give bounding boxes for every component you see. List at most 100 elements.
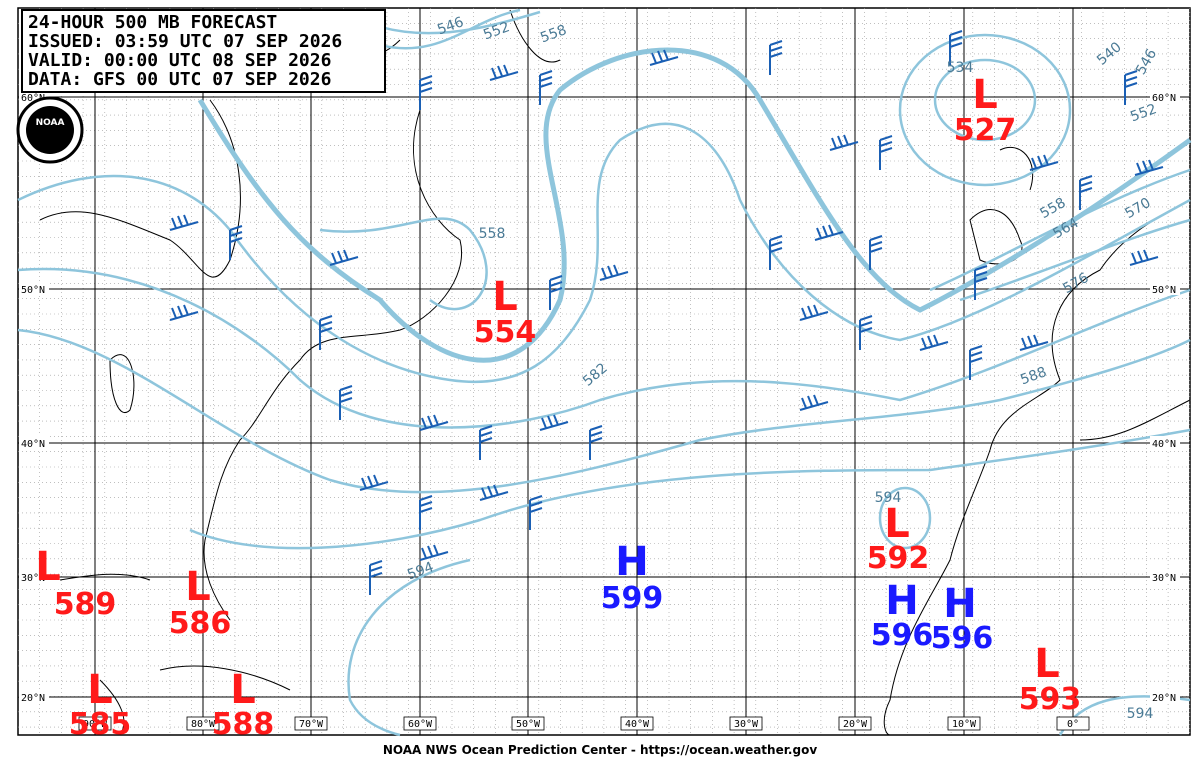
longitude-label: 90°W — [83, 719, 108, 730]
wind-barb — [799, 304, 829, 321]
wind-barb — [769, 235, 783, 270]
wind-barb — [599, 264, 629, 281]
wind-barb — [1134, 159, 1164, 176]
center-symbol: L — [972, 72, 998, 118]
logo-inner — [26, 106, 74, 154]
longitude-label: 30°W — [734, 719, 759, 730]
center-value: 592 — [867, 541, 930, 576]
wind-barb — [949, 30, 963, 65]
center-value: 593 — [1019, 682, 1082, 717]
footer: NOAA NWS Ocean Prediction Center - https… — [383, 743, 817, 757]
wind-barb — [329, 249, 359, 266]
label-box — [19, 690, 49, 703]
contour — [17, 328, 1191, 494]
latitude-label: 30°N — [21, 573, 45, 584]
contour — [347, 558, 471, 737]
wind-barb — [319, 315, 333, 350]
center-value: 589 — [54, 587, 117, 622]
wind-barb — [169, 304, 199, 321]
wind-barb — [479, 425, 493, 460]
contour — [933, 58, 1037, 142]
center-symbol: L — [230, 667, 256, 713]
label-box — [729, 716, 763, 731]
center-value: 596 — [931, 621, 994, 656]
coastline — [969, 146, 1034, 265]
wind-barb — [769, 40, 783, 75]
wind-barbs — [169, 30, 1164, 595]
longitude-label: 40°W — [625, 719, 650, 730]
center-symbol: L — [185, 564, 211, 610]
label-box — [19, 570, 49, 583]
label-box — [19, 436, 49, 449]
header-box — [21, 9, 386, 93]
label-box — [294, 716, 328, 731]
contour — [17, 122, 1191, 384]
contour-label: 558 — [479, 226, 506, 242]
label-box — [403, 716, 437, 731]
header-line: ISSUED: 03:59 UTC 07 SEP 2026 — [28, 31, 342, 52]
wind-barb — [549, 275, 563, 310]
wind-barb — [1019, 334, 1049, 351]
longitude-label: 10°W — [952, 719, 977, 730]
latitude-label: 20°N — [1152, 693, 1176, 704]
latitude-label: 40°N — [21, 439, 45, 450]
label-box — [511, 716, 545, 731]
wind-barb — [539, 70, 553, 105]
center-value: 588 — [212, 707, 275, 742]
wind-barb — [974, 265, 988, 300]
label-box — [1150, 570, 1180, 583]
label-box — [838, 716, 872, 731]
wind-barb — [1129, 249, 1159, 266]
label-box — [1056, 716, 1090, 731]
contours — [17, 8, 1192, 737]
coastline — [99, 665, 291, 736]
latitude-label: 50°N — [1152, 285, 1176, 296]
wind-barb — [489, 64, 519, 81]
label-box — [78, 716, 112, 731]
label-box — [1150, 690, 1180, 703]
contour — [319, 217, 488, 311]
wind-barb — [589, 425, 603, 460]
wind-barb — [369, 560, 383, 595]
header-line: DATA: GFS 00 UTC 07 SEP 2026 — [28, 69, 331, 90]
wind-barb — [229, 225, 243, 260]
wind-barb — [359, 474, 389, 491]
longitude-label: 60°W — [408, 719, 433, 730]
wind-barb — [479, 484, 509, 501]
wind-barb — [859, 315, 873, 350]
wind-barb — [419, 414, 449, 431]
labels: 60°N 60°N 50°N 50°N 40°N 40°N 30°N 30°N 20°N 20°N… — [19, 14, 1180, 742]
header-line: 24-HOUR 500 MB FORECAST — [28, 12, 277, 33]
label-box — [186, 716, 220, 731]
wind-barb — [419, 495, 433, 530]
lake — [109, 354, 135, 413]
longitude-label: 70°W — [299, 719, 324, 730]
wind-barb — [969, 345, 983, 380]
center-value: 599 — [601, 581, 664, 616]
label-box — [19, 282, 49, 295]
latitude-label: 20°N — [21, 693, 45, 704]
wind-barb — [419, 544, 449, 561]
contour — [878, 486, 932, 550]
latitude-label: 60°N — [1152, 93, 1176, 104]
label-box — [947, 716, 981, 731]
wind-barb — [339, 385, 353, 420]
wind-barb — [1029, 154, 1059, 171]
latitude-label: 50°N — [21, 285, 45, 296]
contour-label: 594 — [1127, 706, 1154, 722]
center-symbol: H — [615, 539, 648, 585]
logo-text: NOAA — [36, 118, 65, 128]
latitude-label: 40°N — [1152, 439, 1176, 450]
center-symbol: L — [35, 544, 61, 590]
center-symbol: H — [885, 578, 918, 624]
wind-barb — [919, 334, 949, 351]
contour — [17, 267, 1191, 429]
center-symbol: L — [884, 501, 910, 547]
center-symbol: L — [87, 667, 113, 713]
wind-barb — [169, 214, 199, 231]
contour-label: 534 — [947, 60, 974, 76]
wind-barb — [829, 134, 859, 151]
latitude-label: 60°N — [21, 93, 45, 104]
